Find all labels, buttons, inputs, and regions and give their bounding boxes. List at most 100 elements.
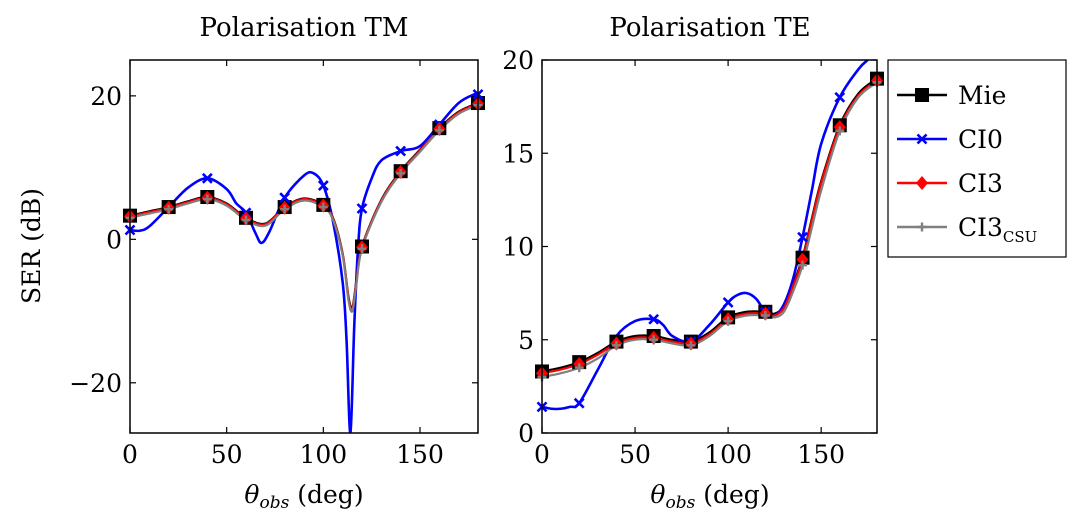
series-line-2 — [542, 79, 877, 375]
data-point-3 — [434, 125, 444, 135]
legend-marker-shape — [915, 88, 929, 102]
data-point-3 — [164, 204, 174, 214]
data-point-1 — [317, 180, 329, 191]
y-tick-label: 15 — [502, 139, 534, 168]
data-point-1-shape — [834, 91, 846, 103]
y-tick-label: 0 — [106, 225, 122, 254]
y-axis-label: SER (dB) — [17, 188, 46, 304]
data-point-2 — [796, 252, 809, 267]
legend-items: Mie CI0 CI3 CI3CSU — [897, 81, 1037, 246]
data-point-1 — [395, 145, 407, 157]
data-point-3 — [649, 335, 659, 345]
data-point-3 — [611, 340, 621, 350]
y-tick-label: 10 — [502, 233, 534, 262]
data-point-3 — [798, 260, 808, 270]
data-point-3-shape — [798, 260, 808, 270]
x-tick-label: 100 — [704, 440, 752, 469]
legend-marker — [916, 176, 928, 190]
x-tick-label: 0 — [122, 440, 138, 469]
data-point-1-shape — [279, 192, 291, 204]
y-tick-label: 20 — [90, 82, 122, 111]
plot-frame-tm — [129, 59, 479, 434]
data-point-3-shape — [686, 340, 696, 350]
legend-marker — [916, 133, 928, 145]
data-point-3-shape — [318, 202, 328, 212]
data-point-1 — [356, 203, 368, 214]
data-point-1-shape — [395, 145, 407, 157]
data-point-1-shape — [722, 297, 734, 308]
data-point-3 — [202, 194, 212, 204]
chart-title-tm: Polarisation TM — [200, 13, 409, 43]
legend-marker — [915, 88, 929, 102]
x-label-subscript: obs — [665, 493, 695, 513]
legend-marker-shape — [917, 222, 927, 232]
data-point-1 — [797, 231, 808, 243]
data-point-3-shape — [241, 215, 251, 225]
x-label-symbol: θ — [244, 480, 259, 509]
legend-marker-shape — [916, 176, 928, 190]
chart-title-te: Polarisation TE — [609, 13, 810, 43]
y-tick-label: −20 — [69, 369, 122, 398]
data-point-3 — [686, 340, 696, 350]
legend-marker-shape — [916, 133, 928, 145]
x-tick-label: 50 — [619, 440, 651, 469]
data-point-3-shape — [574, 363, 584, 373]
series-markers-tm — [123, 89, 485, 255]
data-point-3 — [723, 316, 733, 326]
data-point-1-shape — [201, 172, 213, 184]
series-line-3 — [130, 104, 478, 313]
x-tick-label: 50 — [211, 440, 243, 469]
data-point-1 — [279, 192, 291, 204]
x-axis-label-tm: θobs (deg) — [244, 480, 363, 513]
data-point-3-shape — [760, 311, 770, 321]
data-point-1 — [722, 297, 734, 308]
x-tick-label: 150 — [797, 440, 845, 469]
ticks-tm: 0 50 100 150 −20 0 20 — [69, 60, 478, 469]
x-tick-label: 100 — [299, 440, 347, 469]
data-point-3-shape — [611, 340, 621, 350]
data-point-3-shape — [434, 125, 444, 135]
data-point-1-shape — [356, 203, 368, 214]
data-point-1-shape — [317, 180, 329, 191]
data-point-1 — [573, 397, 585, 409]
data-point-3 — [318, 202, 328, 212]
data-point-1-shape — [648, 313, 660, 325]
legend-label: Mie — [958, 81, 1006, 110]
data-point-3-shape — [357, 244, 367, 254]
data-point-3-shape — [835, 126, 845, 136]
legend-marker — [917, 222, 927, 232]
y-tick-label: 20 — [502, 46, 534, 75]
data-point-1-shape — [797, 231, 808, 243]
x-tick-label: 150 — [396, 440, 444, 469]
y-tick-label: 5 — [518, 326, 534, 355]
series-line-0 — [542, 77, 877, 373]
series-line-2 — [130, 102, 478, 311]
data-point-3 — [357, 244, 367, 254]
series-line-3 — [542, 81, 877, 379]
x-label-unit: (deg) — [695, 480, 769, 509]
x-label-unit: (deg) — [289, 480, 363, 509]
legend-label: CI3CSU — [958, 213, 1037, 246]
data-point-1 — [201, 172, 213, 184]
data-point-3 — [280, 204, 290, 214]
series-lines-tm — [130, 92, 478, 433]
legend-label: CI3 — [958, 169, 1003, 198]
data-point-3-shape — [280, 204, 290, 214]
data-point-3 — [835, 126, 845, 136]
y-tick-label: 0 — [518, 419, 534, 448]
legend-label: CI0 — [958, 125, 1003, 154]
data-point-3 — [574, 363, 584, 373]
panel-tm: Polarisation TM SER (dB) θobs (deg) 0 50 1… — [17, 13, 485, 513]
data-point-3-shape — [202, 194, 212, 204]
data-point-1 — [834, 91, 846, 103]
data-point-1 — [648, 313, 660, 325]
data-point-3-shape — [723, 316, 733, 326]
x-label-subscript: obs — [259, 493, 289, 513]
x-tick-label: 0 — [534, 440, 550, 469]
data-point-3 — [760, 311, 770, 321]
data-point-3-shape — [649, 335, 659, 345]
data-point-3-shape — [164, 204, 174, 214]
x-axis-label-te: θobs (deg) — [650, 480, 769, 513]
